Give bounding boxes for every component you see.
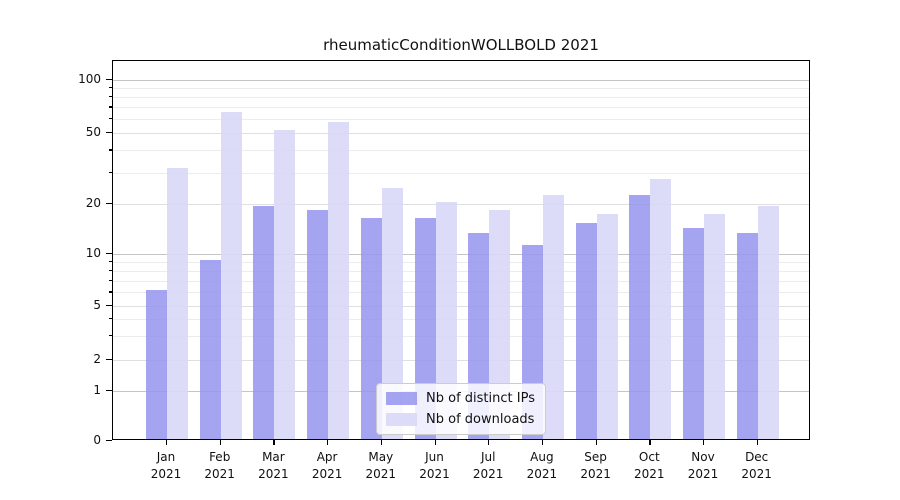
y-minor-tick-mark [108,87,112,89]
y-tick-mark [106,305,112,307]
y-tick-label: 0 [93,433,101,447]
y-minor-tick-mark [108,318,112,320]
x-tick-label: Jul 2021 [472,450,504,481]
bar-distinct-ips-feb [199,259,221,439]
bar-downloads-aug [542,194,564,439]
legend: Nb of distinct IPs Nb of downloads [376,383,546,435]
x-tick-label: Jan 2021 [150,450,182,481]
bar-downloads-apr [328,122,350,439]
x-tick-mark [380,440,383,445]
minor-gridline [113,119,809,121]
minor-gridline [113,88,809,90]
y-tick-label: 100 [78,72,101,86]
bar-downloads-sep [596,213,618,439]
bar-distinct-ips-sep [575,222,597,439]
y-tick-label: 1 [93,383,101,397]
gridline [113,133,809,134]
x-tick-label: Jun 2021 [419,450,450,481]
x-tick-mark [649,440,651,445]
y-minor-tick-mark [108,291,112,293]
bar-downloads-oct [650,178,672,439]
legend-swatch-distinct-ips [386,392,418,405]
legend-item-distinct-ips: Nb of distinct IPs [386,391,535,406]
y-minor-tick-mark [108,335,112,337]
y-tick-mark [106,359,112,361]
y-tick-mark [106,390,112,392]
bar-downloads-jun [435,202,457,439]
x-tick-mark [434,440,436,445]
y-minor-tick-mark [108,96,112,98]
bar-distinct-ips-nov [683,227,704,439]
bar-distinct-ips-jan [146,290,167,439]
x-tick-label: Oct 2021 [634,450,665,481]
x-tick-mark [327,440,329,445]
y-tick-label: 10 [85,246,101,260]
y-tick-mark [106,253,112,255]
y-tick-label: 20 [85,196,101,210]
minor-gridline [113,107,809,109]
x-tick-mark [703,440,705,445]
bar-distinct-ips-dec [736,233,758,439]
x-tick-label: Aug 2021 [526,450,558,481]
y-tick-mark [106,203,112,205]
y-minor-tick-mark [108,106,112,108]
bar-distinct-ips-apr [307,209,329,439]
y-tick-label: 50 [85,125,101,139]
bar-downloads-dec [757,205,779,439]
bar-downloads-may [381,187,403,439]
chart-title: rheumaticConditionWOLLBOLD 2021 [323,36,599,54]
y-minor-tick-mark [108,171,112,173]
y-tick-label: 5 [93,298,101,312]
gridline [113,204,809,205]
x-tick-label: Sep 2021 [580,450,611,481]
x-tick-mark [541,440,544,445]
x-tick-label: Mar 2021 [258,450,289,481]
x-tick-mark [166,440,168,445]
gridline [113,80,809,81]
minor-gridline [113,150,809,152]
x-tick-mark [488,440,490,445]
x-tick-mark [595,440,597,445]
x-tick-label: Nov 2021 [687,450,719,481]
bar-downloads-jan [167,168,188,439]
x-tick-label: Dec 2021 [741,450,772,481]
legend-label-downloads: Nb of downloads [426,412,535,427]
bar-downloads-feb [220,112,242,439]
minor-gridline [113,97,809,99]
plot-area: Nb of distinct IPs Nb of downloads [112,60,810,440]
x-tick-mark [273,440,275,445]
y-minor-tick-mark [108,260,112,263]
y-tick-label: 2 [93,352,101,366]
bar-distinct-ips-oct [629,194,651,439]
minor-gridline [113,172,809,174]
x-tick-mark [756,440,758,445]
x-tick-mark [219,440,221,445]
x-tick-label: Feb 2021 [204,450,235,481]
legend-swatch-downloads [386,413,418,426]
x-tick-label: Apr 2021 [311,450,343,481]
y-tick-mark [106,440,112,442]
legend-item-downloads: Nb of downloads [386,412,535,427]
y-minor-tick-mark [108,118,112,120]
x-tick-label: May 2021 [365,450,397,481]
bar-downloads-nov [704,213,725,439]
y-tick-mark [106,132,112,134]
y-minor-tick-mark [108,269,112,272]
bar-downloads-jul [489,209,511,439]
bar-downloads-mar [274,129,296,439]
y-tick-mark [106,79,112,81]
y-minor-tick-mark [108,279,112,282]
legend-label-distinct-ips: Nb of distinct IPs [426,391,535,406]
bar-distinct-ips-mar [253,205,275,439]
y-minor-tick-mark [108,149,112,151]
